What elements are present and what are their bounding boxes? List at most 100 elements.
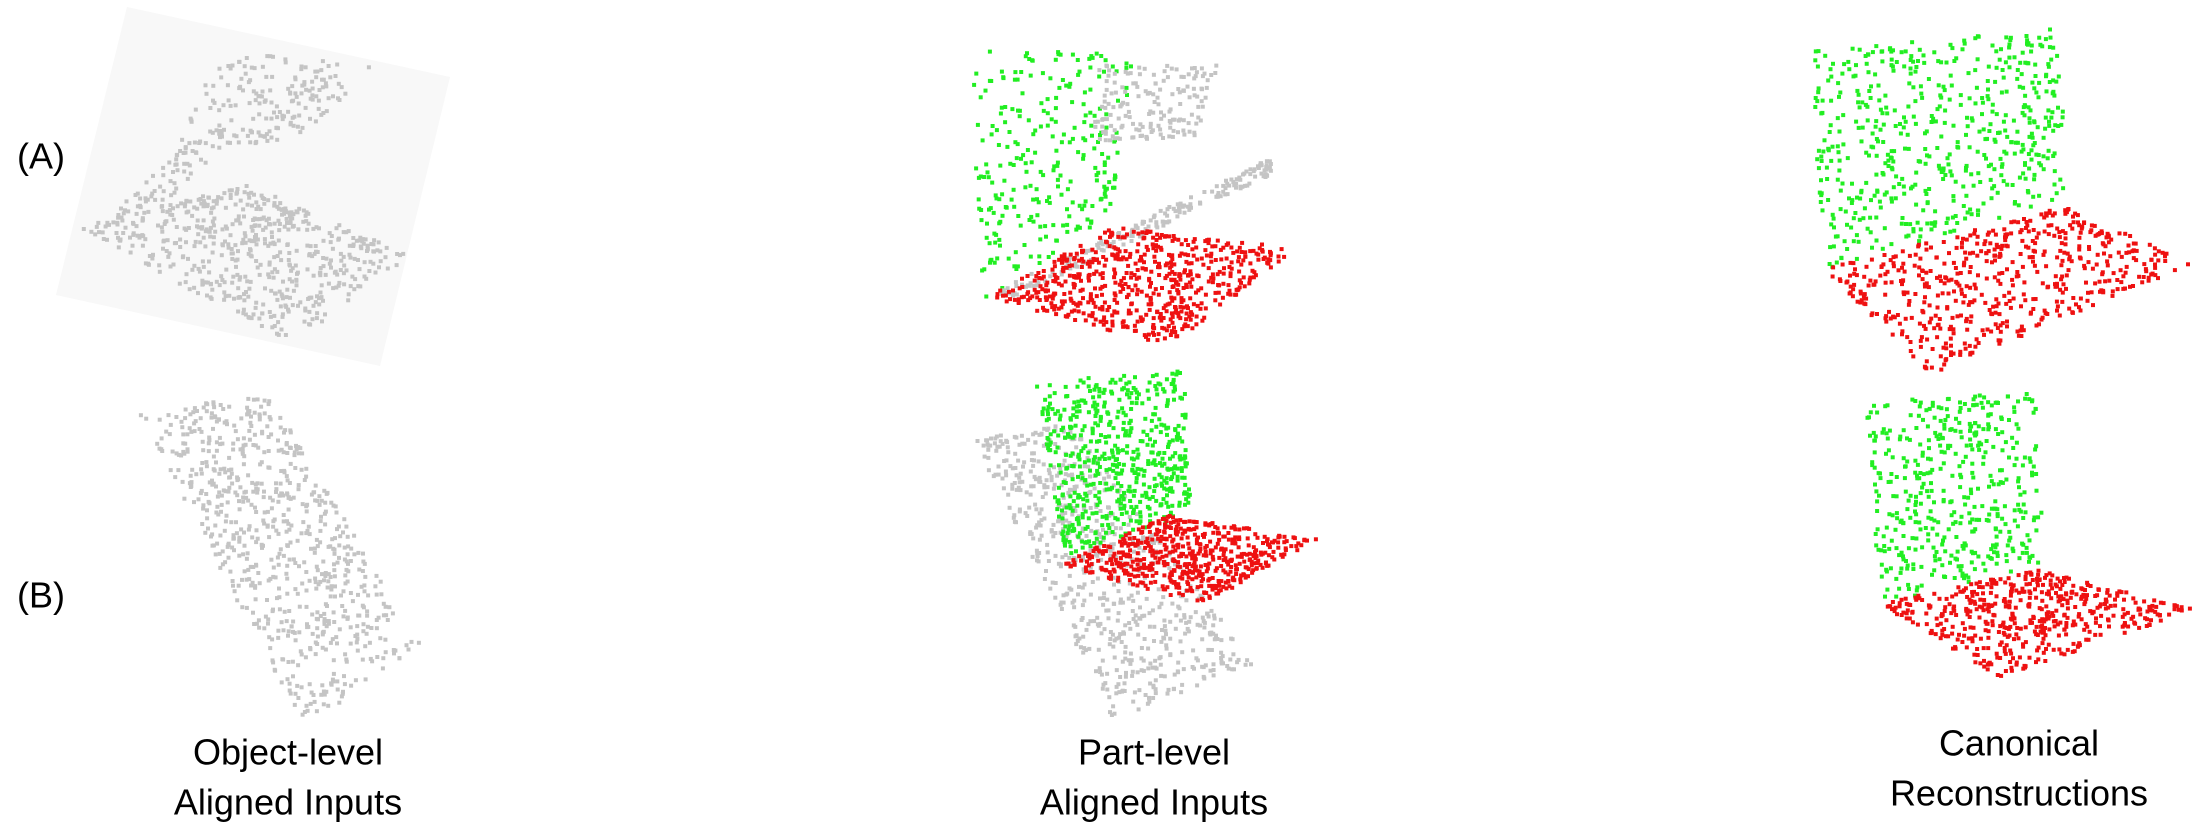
point: [304, 570, 308, 574]
point: [1154, 425, 1158, 429]
point: [229, 196, 233, 200]
point: [1056, 519, 1060, 523]
point: [173, 191, 177, 195]
point: [1921, 208, 1925, 212]
point: [1043, 577, 1047, 581]
point: [1168, 126, 1172, 130]
point: [1918, 322, 1922, 326]
point: [119, 207, 123, 211]
point: [1097, 75, 1101, 79]
point: [1076, 150, 1080, 154]
point: [1906, 133, 1910, 137]
point: [139, 234, 143, 238]
point: [982, 175, 986, 179]
point: [1064, 314, 1068, 318]
point: [1874, 44, 1878, 48]
point: [1105, 187, 1109, 191]
point: [1040, 507, 1044, 511]
point: [2012, 297, 2016, 301]
point: [1089, 529, 1093, 533]
point: [295, 283, 299, 287]
point: [1871, 132, 1875, 136]
point: [197, 141, 201, 145]
point: [135, 224, 139, 228]
point: [1134, 284, 1138, 288]
point: [1127, 658, 1131, 662]
point: [1939, 279, 1943, 283]
point: [250, 316, 254, 320]
point: [227, 542, 231, 546]
point: [339, 268, 343, 272]
point: [2020, 325, 2024, 329]
point: [1102, 70, 1106, 74]
point: [1995, 66, 1999, 70]
point: [1199, 286, 1203, 290]
point: [1999, 173, 2003, 177]
point: [163, 222, 167, 226]
point: [121, 231, 125, 235]
point: [1920, 309, 1924, 313]
point: [1146, 666, 1150, 670]
point: [1014, 280, 1018, 284]
point: [1204, 96, 1208, 100]
point: [1102, 536, 1106, 540]
point: [326, 704, 330, 708]
point: [1044, 235, 1048, 239]
point: [324, 510, 328, 514]
point: [1161, 224, 1165, 228]
point: [1068, 291, 1072, 295]
point: [1133, 273, 1137, 277]
point: [2156, 276, 2160, 280]
point: [1050, 117, 1054, 121]
point: [2052, 234, 2056, 238]
point: [1063, 544, 1067, 548]
point: [1269, 169, 1273, 173]
point: [1119, 484, 1123, 488]
point: [205, 508, 209, 512]
point: [1102, 249, 1106, 253]
point: [1941, 291, 1945, 295]
point: [347, 292, 351, 296]
point: [139, 413, 143, 417]
point: [1180, 397, 1184, 401]
point: [1052, 168, 1056, 172]
point: [1195, 70, 1199, 74]
point: [1186, 85, 1190, 89]
point: [1149, 122, 1153, 126]
point: [1103, 94, 1107, 98]
point: [138, 197, 142, 201]
point: [385, 246, 389, 250]
point: [1033, 129, 1037, 133]
point: [2153, 246, 2157, 250]
point: [1127, 110, 1131, 114]
point: [1874, 279, 1878, 283]
point: [1014, 250, 1018, 254]
point: [990, 132, 994, 136]
point: [337, 237, 341, 241]
point: [1874, 119, 1878, 123]
point: [303, 307, 307, 311]
point: [1921, 277, 1925, 281]
point: [174, 415, 178, 419]
point: [2002, 227, 2006, 231]
point: [1986, 94, 1990, 98]
point: [257, 626, 261, 630]
point: [1101, 308, 1105, 312]
point: [355, 633, 359, 637]
point: [1163, 390, 1167, 394]
point: [1118, 249, 1122, 253]
point: [356, 593, 360, 597]
point: [1002, 179, 1006, 183]
point: [263, 135, 267, 139]
point: [1054, 312, 1058, 316]
point: [2093, 281, 2097, 285]
point: [1143, 67, 1147, 71]
point: [1989, 178, 1993, 182]
point: [375, 626, 379, 630]
point: [2051, 46, 2055, 50]
point: [1065, 592, 1069, 596]
point: [266, 272, 270, 276]
point: [1010, 483, 1014, 487]
point: [1142, 236, 1146, 240]
point: [1205, 86, 1209, 90]
